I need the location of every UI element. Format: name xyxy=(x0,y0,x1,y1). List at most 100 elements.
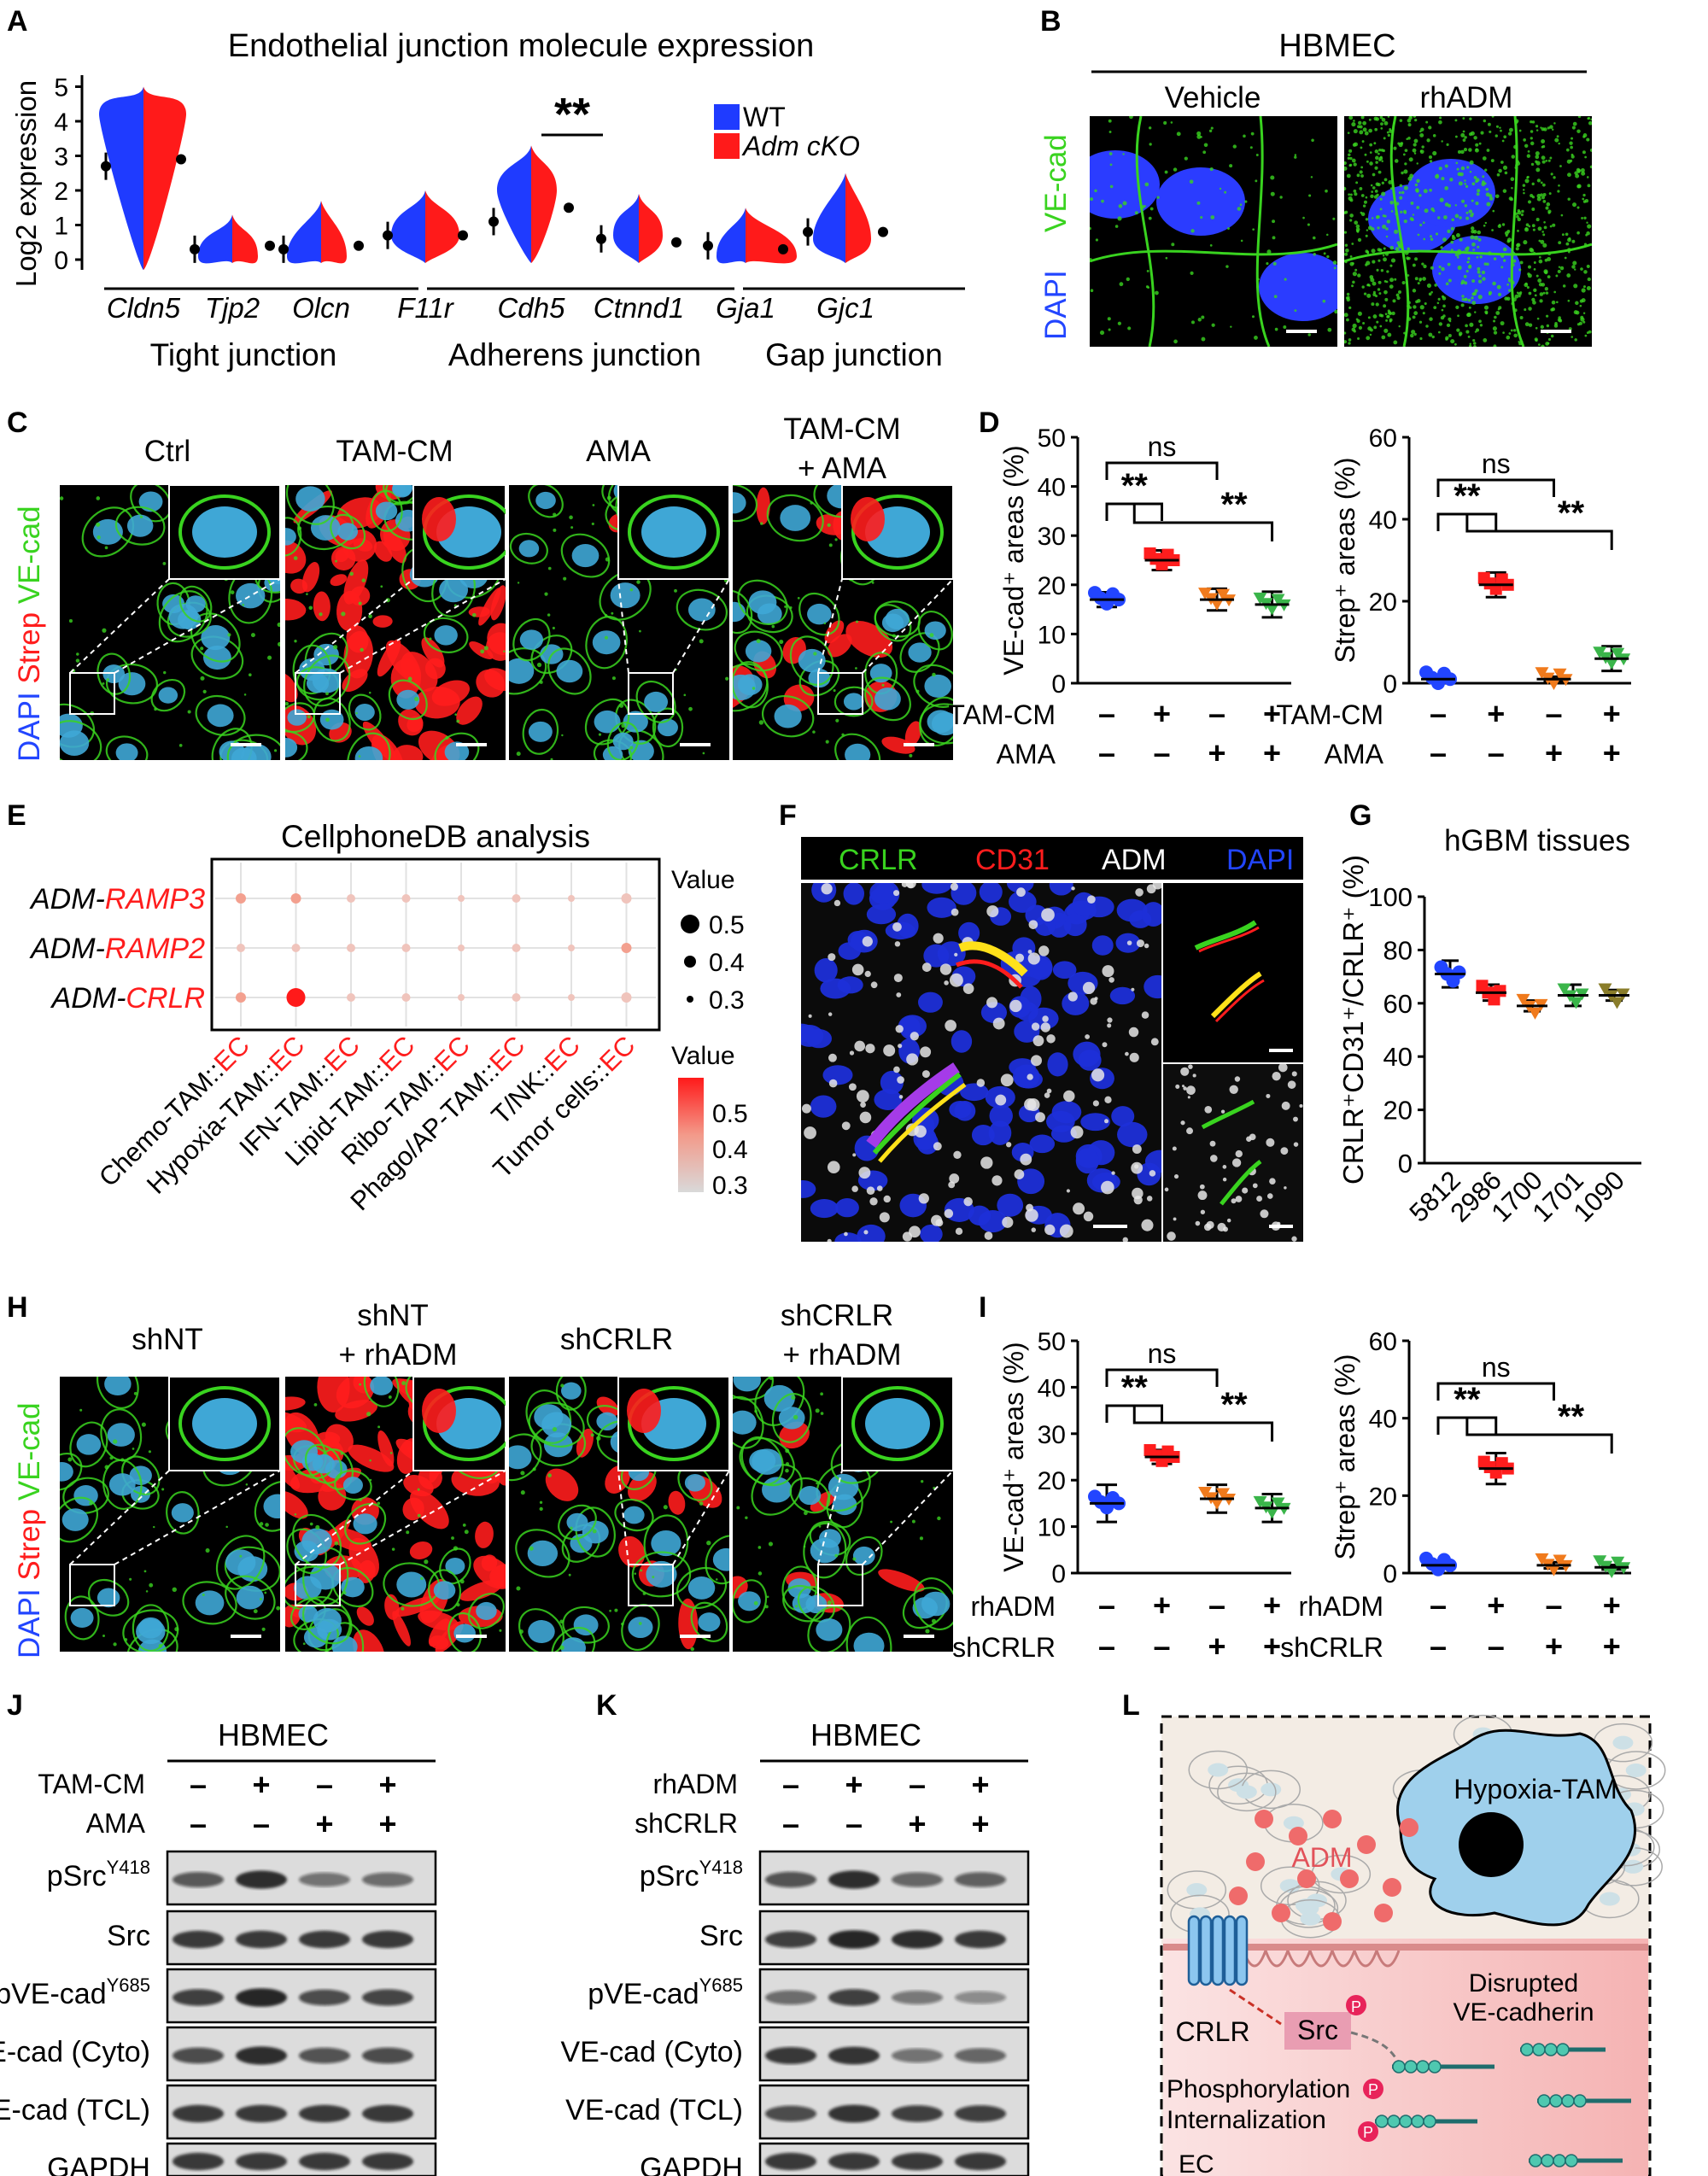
condition-mark: – xyxy=(190,1806,207,1841)
blot-band xyxy=(362,1930,413,1949)
condition-mark: + xyxy=(1263,735,1281,770)
crlr-label: CRLR xyxy=(1175,2016,1249,2047)
panel-h-micrograph-1 xyxy=(60,1377,280,1652)
condition-row-label: rhADM xyxy=(970,1591,1056,1622)
gene-label: F11r xyxy=(397,292,454,324)
blot-band xyxy=(892,2152,943,2171)
violin-wt xyxy=(497,145,531,264)
panel-h-micrograph-2 xyxy=(285,1377,506,1652)
condition-mark: + xyxy=(1208,735,1226,770)
a-ytick: 1 xyxy=(54,213,68,241)
gene-label: Gjc1 xyxy=(816,292,874,324)
dotplot-dot xyxy=(458,945,465,951)
blot-band xyxy=(828,1870,880,1889)
panel-h-micrograph-4 xyxy=(733,1377,953,1652)
ytick-label: 20 xyxy=(1369,1483,1397,1511)
blot-band-label: Src xyxy=(699,1920,743,1952)
violin-cko xyxy=(425,190,459,264)
condition-mark: – xyxy=(1545,1588,1562,1623)
dotplot-dot xyxy=(512,894,521,903)
blot-band xyxy=(955,1930,1006,1949)
blot-band-label: pSrcY418 xyxy=(47,1857,150,1892)
data-point xyxy=(1610,997,1624,1009)
condition-mark: – xyxy=(1098,1588,1115,1623)
condition-mark: + xyxy=(1263,696,1281,731)
mean-point-cko xyxy=(778,243,788,254)
mean-point-wt xyxy=(190,243,200,254)
panel-l: L Hypoxia-TAM ADM CRLR Src P DisruptedVE-cadh… xyxy=(1122,1689,1666,2176)
blot-band xyxy=(362,1872,413,1887)
y-axis-label: VE-cad⁺ areas (%) xyxy=(998,445,1029,675)
blot-band xyxy=(765,1931,816,1948)
dotplot-dot xyxy=(290,893,301,904)
internalization-label: Internalization xyxy=(1167,2106,1326,2134)
blot-band xyxy=(765,1871,816,1888)
gene-label: Cdh5 xyxy=(498,292,566,324)
blot-band xyxy=(173,1872,224,1887)
dotplot-dot xyxy=(347,993,355,1002)
dotplot-dot xyxy=(512,993,521,1002)
dotplot-dot xyxy=(286,988,306,1007)
ytick-label: 0 xyxy=(1383,1560,1397,1588)
dotplot-dot xyxy=(458,895,465,902)
blot-band-label: GAPDH xyxy=(640,2152,743,2176)
ytick-label: 0 xyxy=(1398,1149,1413,1179)
sig-bracket: ** xyxy=(1220,1386,1248,1424)
data-point xyxy=(1494,985,1506,997)
panel-letter-c: C xyxy=(7,407,28,439)
blot-band xyxy=(828,2104,880,2123)
panel-letter-k: K xyxy=(596,1689,617,1722)
adm-molecule xyxy=(1289,1827,1307,1846)
phospho-badge: P xyxy=(1351,1998,1361,2015)
size-legend-label: 0.3 xyxy=(709,986,745,1015)
dotplot-row-label: ADM-RAMP2 xyxy=(29,933,205,965)
gene-label: Tjp2 xyxy=(205,292,260,324)
condition-row-label: AMA xyxy=(997,739,1056,769)
condition-mark: + xyxy=(315,1806,333,1841)
size-legend-title: Value xyxy=(671,866,735,894)
condition-mark: + xyxy=(1263,1629,1281,1664)
condition-row-label: shCRLR xyxy=(1280,1632,1383,1663)
condition-mark: + xyxy=(1153,1588,1171,1623)
sig-bracket: ** xyxy=(1121,1369,1149,1407)
condition-mark: – xyxy=(190,1767,207,1802)
blot-band xyxy=(362,2047,413,2064)
ytick-label: 0 xyxy=(1051,1560,1066,1588)
panel-h-stain-label: DAPI Strep VE-cad xyxy=(13,1402,46,1658)
panel-h: H shNT shNT + rhADM shCRLR shCRLR + rhAD… xyxy=(7,1291,953,1658)
blot-band xyxy=(765,1990,816,2005)
data-point xyxy=(1516,993,1530,1006)
blot-band xyxy=(955,2048,1006,2063)
micrograph-crlr-cd31 xyxy=(1163,883,1303,1062)
condition-mark: + xyxy=(1487,1588,1505,1623)
panel-a-ylabel: Log2 expression xyxy=(10,80,42,287)
stain-dapi: DAPI xyxy=(1226,844,1294,876)
condition-mark: – xyxy=(1098,696,1115,731)
condition-mark: – xyxy=(1488,735,1505,770)
disrupted-label: VE-cadherin xyxy=(1453,1998,1594,2027)
adm-molecule xyxy=(1340,1869,1359,1888)
condition-mark: – xyxy=(316,1767,333,1802)
a-ytick: 0 xyxy=(54,247,68,275)
dotplot-dot xyxy=(236,893,246,904)
panel-c-cond-tamcm-ama-1: TAM-CM xyxy=(783,412,900,446)
ytick-label: 60 xyxy=(1369,424,1397,453)
blot-band-label: pVE-cadY685 xyxy=(0,1974,150,2010)
blot-band xyxy=(299,1989,350,2006)
blot-title: HBMEC xyxy=(218,1717,329,1752)
blot-band xyxy=(236,2152,287,2171)
dotplot-dot xyxy=(401,894,411,903)
dotplot-dot xyxy=(512,944,521,952)
crlr-receptor xyxy=(1199,1915,1213,1986)
adm-molecule xyxy=(1383,1878,1401,1897)
blot-band xyxy=(828,2046,880,2065)
a-ytick: 3 xyxy=(54,143,68,172)
condition-row-label: TAM-CM xyxy=(948,699,1056,730)
violin-cko xyxy=(321,201,347,264)
mean-point-cko xyxy=(354,240,364,251)
panel-b-cond-rhadm: rhADM xyxy=(1420,81,1513,114)
blot-band xyxy=(765,2152,816,2171)
crlr-receptor xyxy=(1187,1915,1201,1986)
